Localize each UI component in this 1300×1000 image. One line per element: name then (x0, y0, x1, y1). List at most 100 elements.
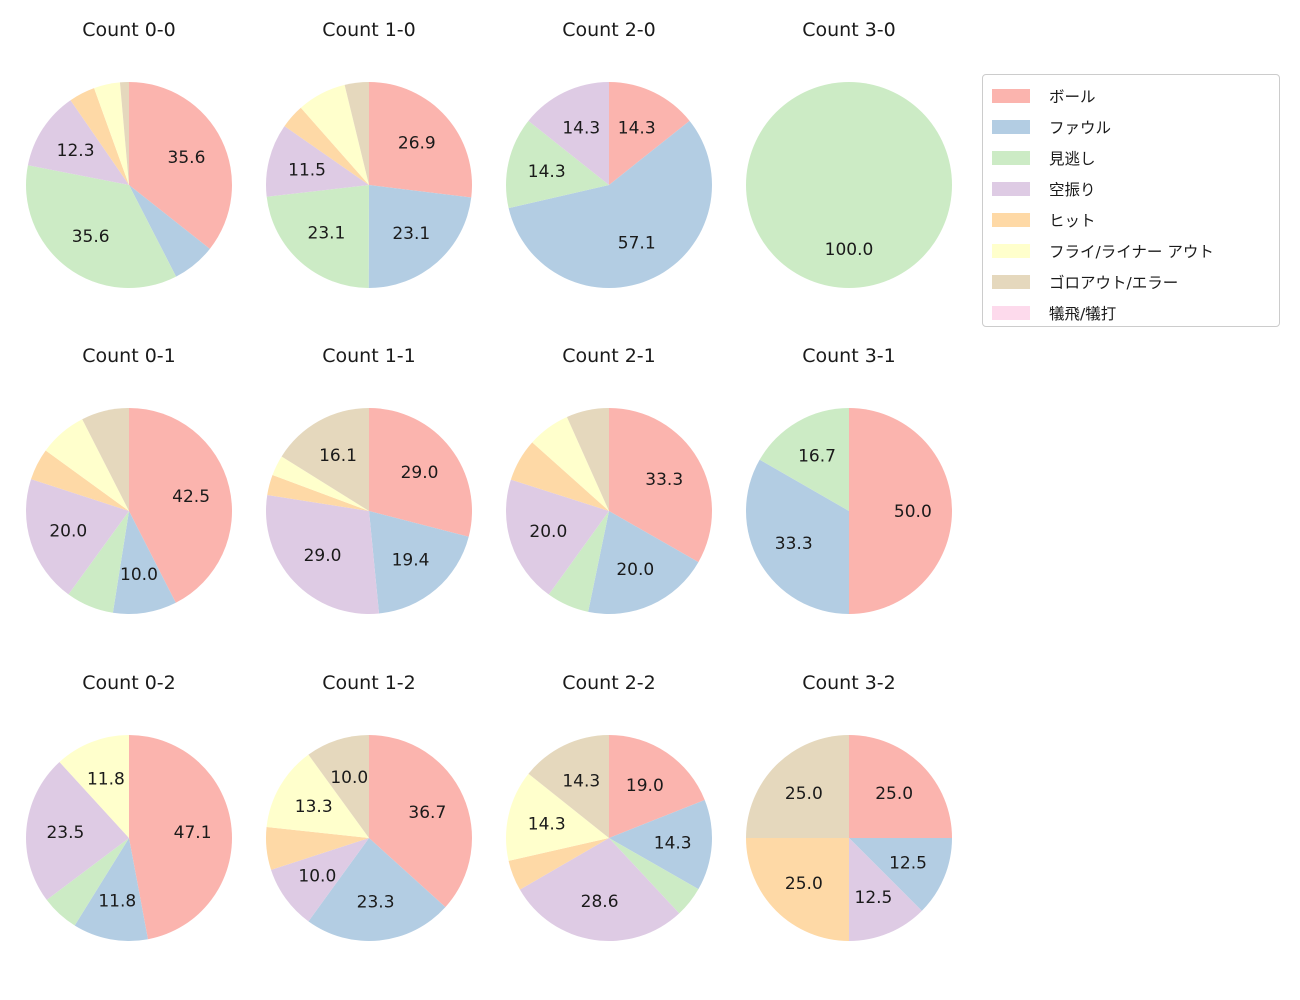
pie-slice (609, 735, 705, 838)
pie-slice-label: 16.7 (798, 447, 836, 467)
legend-label: 犠飛/犠打 (1049, 304, 1117, 323)
pie-slice (746, 459, 849, 614)
pie-slice (46, 838, 129, 926)
pie-slice (369, 735, 472, 908)
pie-slice (74, 838, 148, 941)
pie-slice-label: 12.3 (57, 141, 95, 161)
pie-slice (265, 495, 380, 614)
pie-slice (25, 165, 177, 288)
pie-slice-label: 12.5 (855, 888, 893, 908)
pie-slice (266, 126, 369, 197)
pie-slice-label: 57.1 (618, 233, 656, 253)
pie-svg: 35.6 35.6 12.3 (25, 82, 232, 288)
chart-title: Count 2-1 (562, 345, 656, 367)
pie-slice-label: 25.0 (785, 874, 823, 894)
pie-svg: 47.1 11.8 23.5 11.8 (26, 735, 232, 941)
pie-slice (746, 838, 849, 941)
legend-item: 犠飛/犠打 (992, 297, 1279, 328)
legend-item: ボール (992, 80, 1279, 111)
pie-slice (506, 120, 609, 209)
pie-svg: 25.0 12.5 12.5 25.0 25.0 (746, 735, 952, 941)
pie-slice-label: 23.5 (46, 823, 84, 843)
pie-slice (68, 511, 129, 613)
legend-label: 空振り (1049, 180, 1096, 199)
pie-slice-label: 23.3 (357, 892, 395, 912)
pie-slice-label: 25.0 (875, 784, 913, 804)
pie-slice (129, 735, 232, 940)
pie-svg: 29.0 19.4 29.0 16.1 (265, 408, 472, 614)
chart-title: Count 2-0 (562, 19, 656, 41)
pie-slice (532, 416, 609, 511)
pie-slice-label: 20.0 (529, 522, 567, 542)
legend: ボール ファウル 見逃し 空振り ヒット フライ/ライナー アウト ゴロアウト/エラー 犠飛/… (982, 74, 1280, 327)
pie-slice (94, 82, 129, 185)
pie-slice (129, 82, 232, 249)
pie-slice (548, 511, 609, 612)
legend-label: ヒット (1049, 211, 1096, 230)
legend-swatch-icon (992, 274, 1030, 289)
pie-slice (267, 475, 369, 511)
pie-slice-label: 20.0 (616, 560, 654, 580)
pie-slice-label: 50.0 (894, 502, 932, 522)
chart-title: Count 3-1 (802, 345, 896, 367)
legend-item: フライ/ライナー アウト (992, 235, 1279, 266)
pie-slice (759, 408, 849, 511)
pie-slice (281, 408, 369, 511)
pie-chart-count-3-1: Count 3-1 50.0 33.3 16.7 (729, 343, 969, 629)
pie-slice (25, 479, 129, 595)
pie-slice (849, 735, 952, 838)
pie-slice (271, 838, 369, 922)
legend-swatch-icon (992, 305, 1030, 320)
pie-slice (609, 799, 712, 890)
pie-slice (266, 827, 369, 870)
pie-slice (609, 408, 712, 563)
pie-chart-count-2-1: Count 2-1 33.3 20.0 20.0 (489, 343, 729, 629)
pie-slice (566, 408, 609, 511)
pie-slice (746, 735, 849, 838)
pie-svg: 42.5 10.0 20.0 (25, 408, 233, 614)
legend-swatch-icon (992, 181, 1030, 196)
legend-swatch-icon (992, 150, 1030, 165)
pie-slice-label: 14.3 (562, 771, 600, 791)
pie-slice-label: 29.0 (304, 546, 342, 566)
pie-slice-label: 13.3 (295, 797, 333, 817)
pie-slice-label: 14.3 (562, 118, 600, 138)
pie-slice (369, 82, 472, 198)
pie-slice (112, 511, 176, 614)
pie-slice-label: 19.0 (626, 776, 664, 796)
pie-slice-label: 25.0 (785, 784, 823, 804)
pie-slice-label: 35.6 (168, 148, 206, 168)
legend-swatch-icon (992, 243, 1030, 258)
pie-slice (528, 735, 609, 838)
pie-chart-count-2-2: Count 2-2 19.0 14.3 28.6 14.3 14.3 (489, 670, 729, 956)
pie-svg: 19.0 14.3 28.6 14.3 14.3 (506, 735, 712, 941)
pie-slice-label: 10.0 (330, 768, 368, 788)
chart-title: Count 0-2 (82, 672, 176, 694)
pie-slice-label: 11.8 (87, 769, 125, 789)
pie-chart-count-1-0: Count 1-0 26.9 23.1 23.1 11.5 (249, 17, 489, 303)
legend-item: 空振り (992, 173, 1279, 204)
pie-slice (266, 754, 369, 838)
pie-chart-count-1-2: Count 1-2 36.7 23.3 10.0 13.3 10.0 (249, 670, 489, 956)
pie-slice (82, 408, 129, 511)
chart-title: Count 3-2 (802, 672, 896, 694)
pie-slice-label: 42.5 (172, 487, 210, 507)
pie-slice-label: 14.3 (618, 118, 656, 138)
chart-title: Count 2-2 (562, 672, 656, 694)
pie-slice-label: 29.0 (401, 463, 439, 483)
pie-slice-label: 33.3 (645, 470, 683, 490)
pie-slice (849, 408, 952, 614)
pie-slice-label: 33.3 (775, 534, 813, 554)
pie-slice (284, 107, 369, 185)
legend-item: ヒット (992, 204, 1279, 235)
chart-title: Count 3-0 (802, 19, 896, 41)
pie-svg: 50.0 33.3 16.7 (746, 408, 952, 614)
legend-label: 見逃し (1049, 149, 1096, 168)
pie-slice (300, 84, 369, 185)
pie-slice-label: 23.1 (308, 224, 346, 244)
pie-chart-count-0-2: Count 0-2 47.1 11.8 23.5 11.8 (9, 670, 249, 956)
pie-slice (746, 82, 952, 288)
pie-slice (344, 82, 369, 185)
pie-slice-label: 47.1 (174, 823, 212, 843)
